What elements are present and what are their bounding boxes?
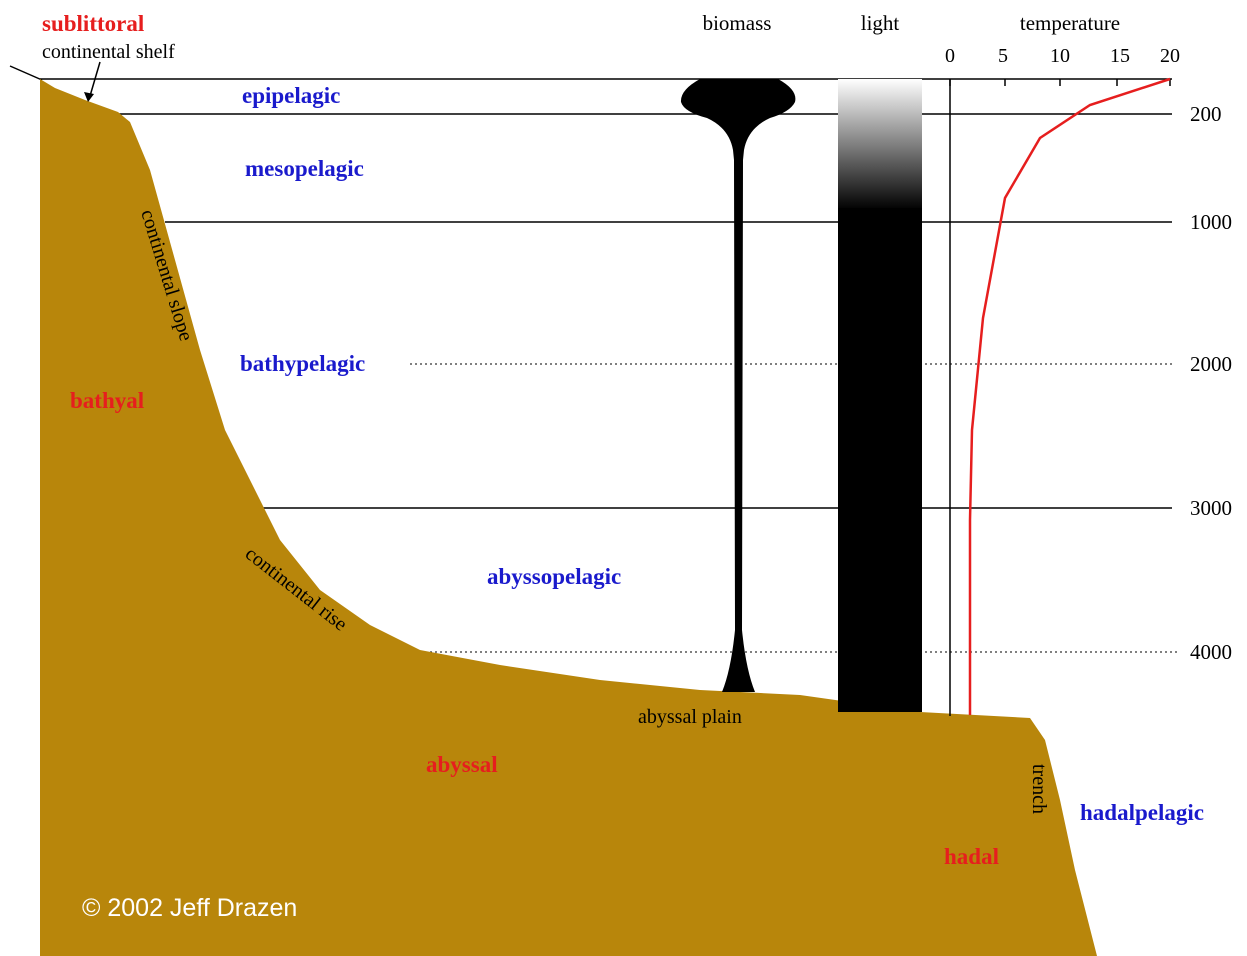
benthic-zone: abyssal — [426, 752, 498, 777]
pelagic-zone: hadalpelagic — [1080, 800, 1204, 825]
temp-tick: 10 — [1050, 45, 1070, 67]
arrow-head — [84, 92, 94, 102]
temp-tick: 20 — [1160, 45, 1180, 67]
header: light — [861, 11, 900, 35]
arrow — [89, 61, 101, 97]
temperature-axis — [949, 79, 1171, 716]
light-gradient — [838, 79, 922, 210]
seafloor — [40, 79, 1097, 956]
temperature-curve — [968, 77, 1171, 715]
temp-tick: 0 — [945, 45, 955, 67]
header: biomass — [703, 11, 772, 35]
pelagic-zone: bathypelagic — [240, 351, 365, 376]
light-dark — [838, 208, 922, 712]
benthic-zone: bathyal — [70, 388, 144, 413]
pointer-line — [9, 65, 43, 81]
feature-label: continental shelf — [42, 41, 175, 63]
header: temperature — [1020, 11, 1120, 35]
depth-label: 200 — [1190, 102, 1222, 126]
depth-label: 4000 — [1190, 640, 1232, 664]
feature-label: trench — [1028, 764, 1050, 814]
temp-tick: 5 — [998, 45, 1008, 67]
credit: © 2002 Jeff Drazen — [82, 894, 297, 922]
temp-tick: 15 — [1110, 45, 1130, 67]
feature-label: abyssal plain — [638, 706, 742, 728]
pelagic-zone: mesopelagic — [245, 156, 364, 181]
depth-label: 1000 — [1190, 210, 1232, 234]
depth-label: 3000 — [1190, 496, 1232, 520]
pelagic-zone: epipelagic — [242, 83, 340, 108]
benthic-zone: hadal — [944, 844, 999, 869]
biomass-shape — [680, 79, 796, 692]
pelagic-zone: abyssopelagic — [487, 564, 621, 589]
benthic-zone: sublittoral — [42, 11, 144, 36]
depth-label: 2000 — [1190, 352, 1232, 376]
